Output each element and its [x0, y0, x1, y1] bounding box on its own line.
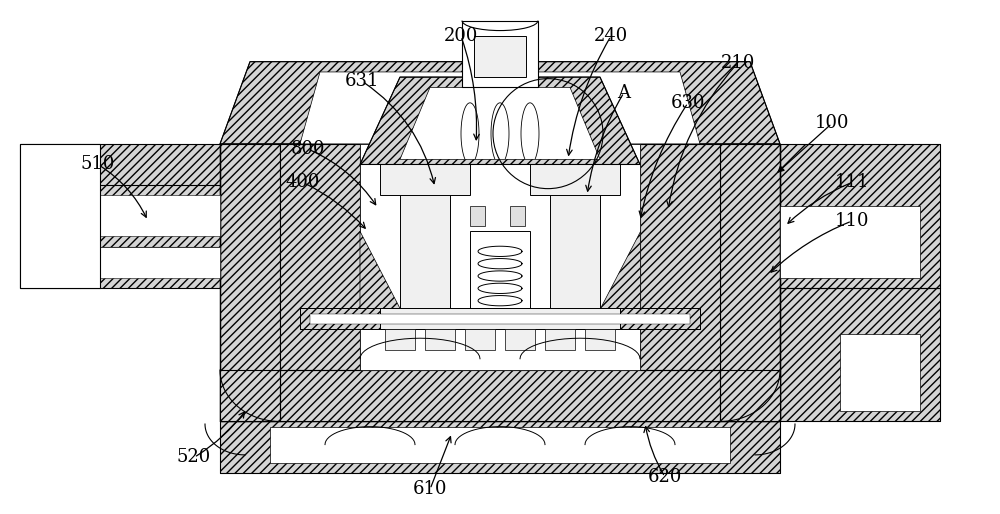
Polygon shape [545, 329, 575, 350]
Polygon shape [380, 308, 620, 329]
Polygon shape [780, 144, 940, 288]
Polygon shape [385, 329, 415, 350]
Polygon shape [530, 164, 620, 195]
Polygon shape [600, 231, 640, 308]
Text: 200: 200 [444, 27, 478, 45]
Polygon shape [100, 195, 220, 236]
Text: 110: 110 [835, 212, 869, 230]
Polygon shape [360, 144, 640, 370]
Polygon shape [80, 185, 220, 247]
Polygon shape [470, 231, 530, 308]
Polygon shape [310, 314, 690, 324]
Text: 240: 240 [594, 27, 628, 45]
Text: 400: 400 [286, 173, 320, 192]
Polygon shape [720, 370, 780, 421]
Polygon shape [100, 247, 220, 278]
Polygon shape [220, 421, 780, 473]
Text: 630: 630 [671, 94, 705, 112]
Text: 111: 111 [835, 173, 869, 192]
Polygon shape [470, 206, 485, 226]
Polygon shape [220, 144, 280, 421]
Polygon shape [20, 175, 80, 226]
Polygon shape [20, 144, 100, 288]
Text: 800: 800 [291, 140, 325, 158]
Polygon shape [300, 308, 700, 329]
Polygon shape [220, 62, 780, 144]
Polygon shape [360, 77, 640, 164]
Text: 610: 610 [413, 480, 447, 499]
Polygon shape [80, 144, 220, 288]
Polygon shape [270, 427, 730, 463]
Polygon shape [720, 144, 780, 421]
Text: A: A [618, 83, 631, 102]
Polygon shape [400, 87, 600, 159]
Polygon shape [840, 334, 920, 411]
Polygon shape [425, 329, 455, 350]
Polygon shape [300, 72, 700, 144]
Polygon shape [505, 329, 535, 350]
Text: 520: 520 [177, 448, 211, 467]
Text: 100: 100 [815, 114, 849, 133]
Polygon shape [640, 144, 720, 370]
Polygon shape [585, 329, 615, 350]
Polygon shape [550, 180, 600, 308]
Text: 210: 210 [721, 53, 755, 72]
Polygon shape [280, 370, 720, 421]
Polygon shape [474, 36, 526, 77]
Polygon shape [465, 329, 495, 350]
Text: 510: 510 [81, 155, 115, 174]
Polygon shape [380, 164, 470, 195]
Polygon shape [20, 144, 80, 288]
Polygon shape [462, 21, 538, 87]
Polygon shape [220, 370, 280, 421]
Polygon shape [780, 288, 940, 421]
Polygon shape [510, 206, 525, 226]
Text: 620: 620 [648, 468, 682, 486]
Polygon shape [400, 180, 450, 308]
Polygon shape [360, 231, 400, 308]
Polygon shape [780, 206, 920, 278]
Text: 631: 631 [345, 72, 379, 90]
Polygon shape [280, 144, 360, 370]
